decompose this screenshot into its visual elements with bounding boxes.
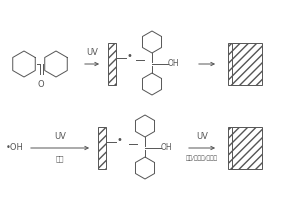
Bar <box>98 127 106 169</box>
Text: •: • <box>127 51 133 61</box>
Text: UV: UV <box>196 132 208 141</box>
Bar <box>232 127 262 169</box>
Text: O: O <box>38 80 44 89</box>
Text: 单体: 单体 <box>56 155 64 162</box>
Text: •OH: •OH <box>6 144 24 152</box>
Text: UV: UV <box>54 132 66 141</box>
Text: OH: OH <box>168 60 180 68</box>
Text: UV: UV <box>86 48 98 57</box>
Bar <box>108 43 116 85</box>
Bar <box>228 127 236 169</box>
Text: 单体/交联剂/致孔剂: 单体/交联剂/致孔剂 <box>186 155 218 161</box>
Text: OH: OH <box>161 144 172 152</box>
Text: •: • <box>117 135 123 145</box>
Bar <box>228 43 236 85</box>
Bar <box>232 43 262 85</box>
